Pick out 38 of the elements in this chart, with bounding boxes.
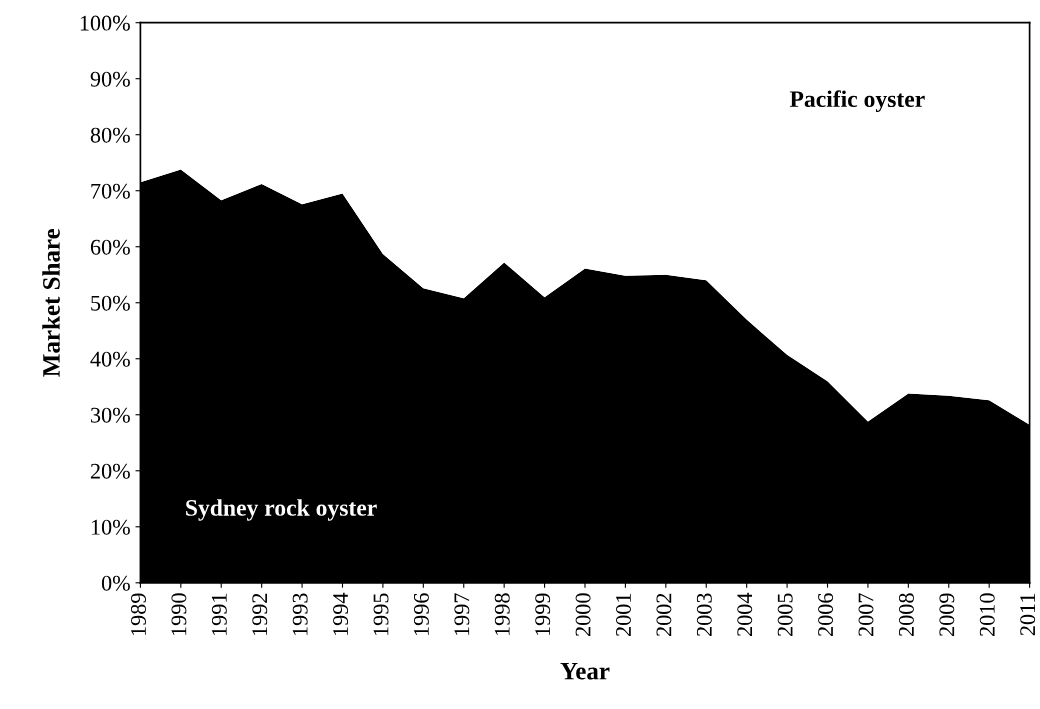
x-tick-label: 2003: [696, 593, 712, 636]
y-tick-label: 50%: [91, 295, 130, 311]
series-label: Pacific oyster: [789, 90, 925, 112]
x-tick-label: 1989: [130, 593, 146, 636]
x-tick-label: 1995: [373, 593, 389, 636]
x-tick-label: 2006: [818, 593, 834, 636]
y-tick-label: 10%: [91, 519, 130, 535]
y-tick-label: 90%: [90, 71, 130, 87]
y-tick-label: 40%: [90, 351, 130, 367]
x-tick-label: 1996: [413, 593, 429, 636]
y-tick-label: 60%: [90, 239, 130, 255]
x-tick-label: 1993: [292, 593, 308, 636]
x-tick-label: 2004: [737, 592, 753, 636]
x-tick-label: 1998: [494, 593, 510, 636]
x-tick-label: 2002: [656, 593, 672, 636]
x-tick-label: 2010: [979, 593, 995, 636]
x-tick-label: 2008: [898, 593, 914, 636]
y-axis-title: Market Share: [42, 228, 60, 377]
x-tick-label: 1990: [171, 593, 187, 636]
x-tick-label: 2000: [575, 593, 591, 636]
y-tick-label: 30%: [91, 407, 130, 423]
x-tick-label: 1999: [535, 593, 551, 636]
y-tick-label: 70%: [91, 183, 130, 199]
x-tick-label: 2011: [1020, 593, 1036, 636]
y-tick-label: 80%: [90, 127, 130, 143]
y-tick-label: 20%: [90, 463, 130, 479]
x-tick-label: 1997: [454, 593, 470, 636]
y-tick-label: 100%: [80, 15, 130, 31]
x-tick-label: 1992: [252, 593, 268, 636]
x-tick-label: 2007: [858, 593, 874, 636]
x-tick-label: 2001: [615, 593, 631, 636]
x-tick-label: 2009: [939, 593, 955, 636]
series-label: Sydney rock oyster: [186, 499, 377, 521]
x-tick-label: 2005: [777, 593, 793, 636]
x-tick-label: 1991: [211, 593, 227, 636]
x-axis-title: Year: [560, 662, 610, 680]
x-tick-label: 1994: [333, 592, 349, 636]
y-tick-label: 0%: [101, 575, 130, 591]
